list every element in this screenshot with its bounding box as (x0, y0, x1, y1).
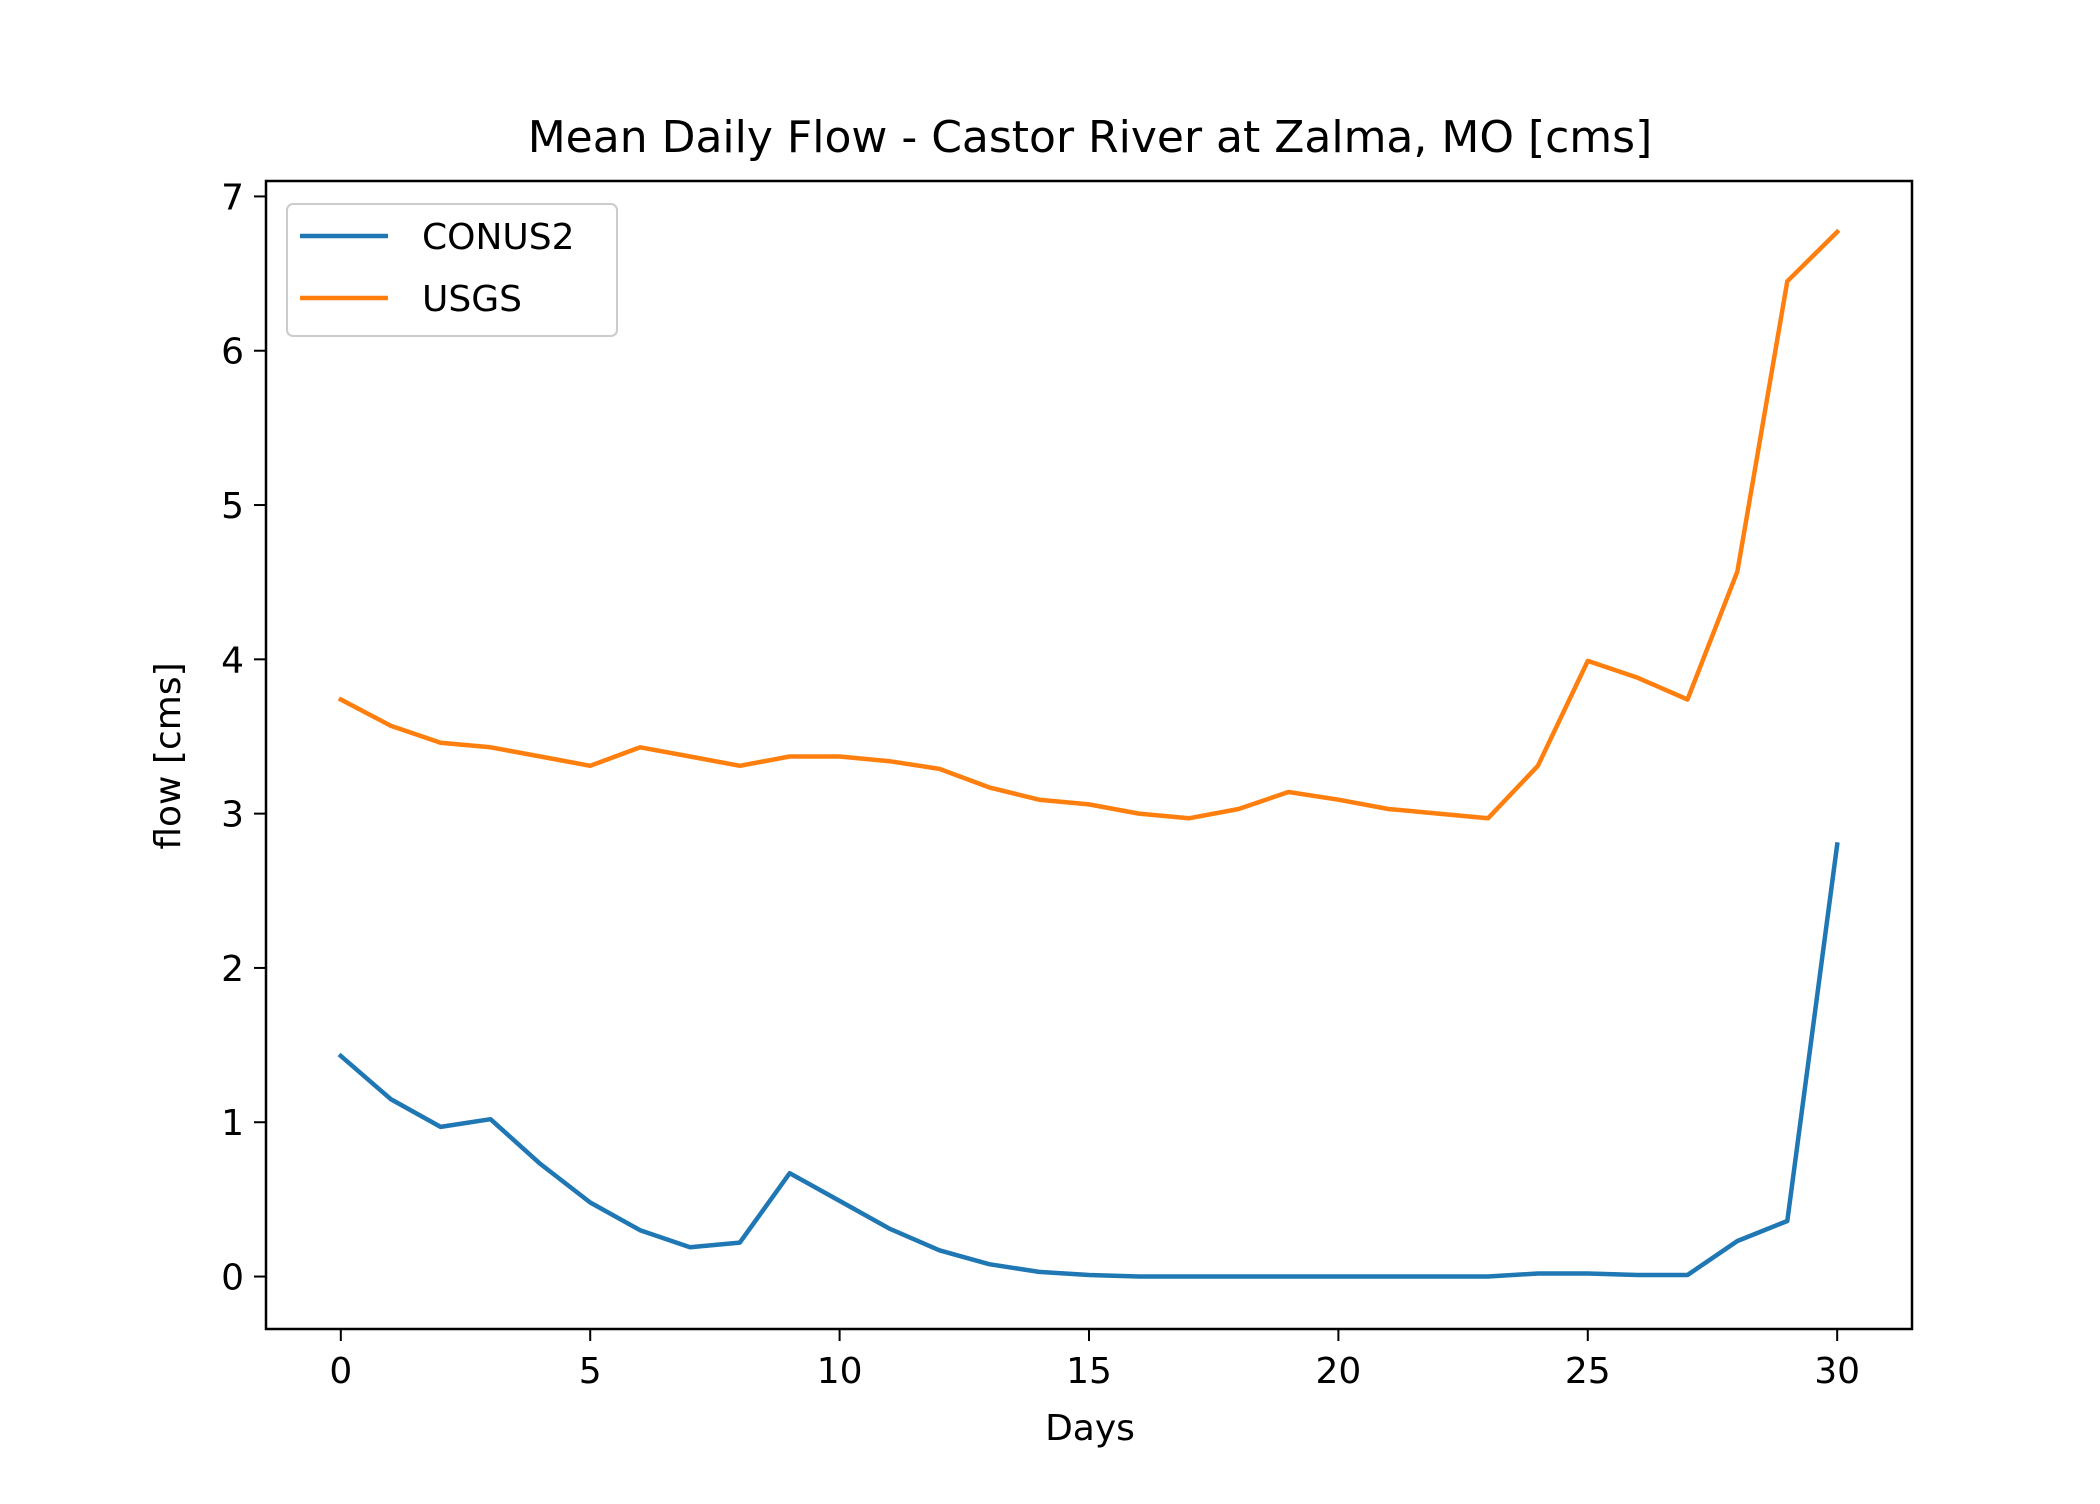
y-axis-label: flow [cms] (148, 662, 189, 849)
y-axis-ticks: 0 1 2 3 4 5 6 7 (221, 177, 266, 1299)
x-tick-label: 25 (1565, 1351, 1611, 1392)
y-tick-label: 3 (221, 795, 244, 836)
legend-items: CONUS2 USGS (300, 217, 575, 320)
plot-frame (264, 179, 1914, 1331)
x-axis-label: Days (1045, 1408, 1135, 1449)
y-tick-label: 1 (221, 1103, 244, 1144)
plot-area (337, 228, 1841, 1279)
legend-label-usgs: USGS (422, 279, 522, 320)
x-axis-ticks: 0 5 10 15 20 25 30 (329, 1329, 1860, 1392)
y-tick-label: 4 (221, 640, 244, 681)
series-line-conus2 (337, 841, 1840, 1279)
chart-title: Mean Daily Flow - Castor River at Zalma,… (528, 112, 1653, 163)
series-line-usgs (337, 228, 1841, 821)
x-tick-label: 0 (329, 1351, 352, 1392)
y-tick-label: 5 (221, 486, 244, 527)
y-tick-label: 6 (221, 332, 244, 373)
y-tick-label: 0 (221, 1258, 244, 1299)
x-tick-label: 10 (817, 1351, 863, 1392)
y-tick-label: 2 (221, 949, 244, 990)
x-tick-label: 15 (1066, 1351, 1112, 1392)
x-tick-label: 20 (1315, 1351, 1361, 1392)
x-tick-label: 30 (1814, 1351, 1860, 1392)
legend: CONUS2 USGS (286, 203, 618, 337)
x-tick-label: 5 (579, 1351, 602, 1392)
y-tick-label: 7 (221, 177, 244, 218)
legend-label-conus2: CONUS2 (422, 217, 575, 258)
